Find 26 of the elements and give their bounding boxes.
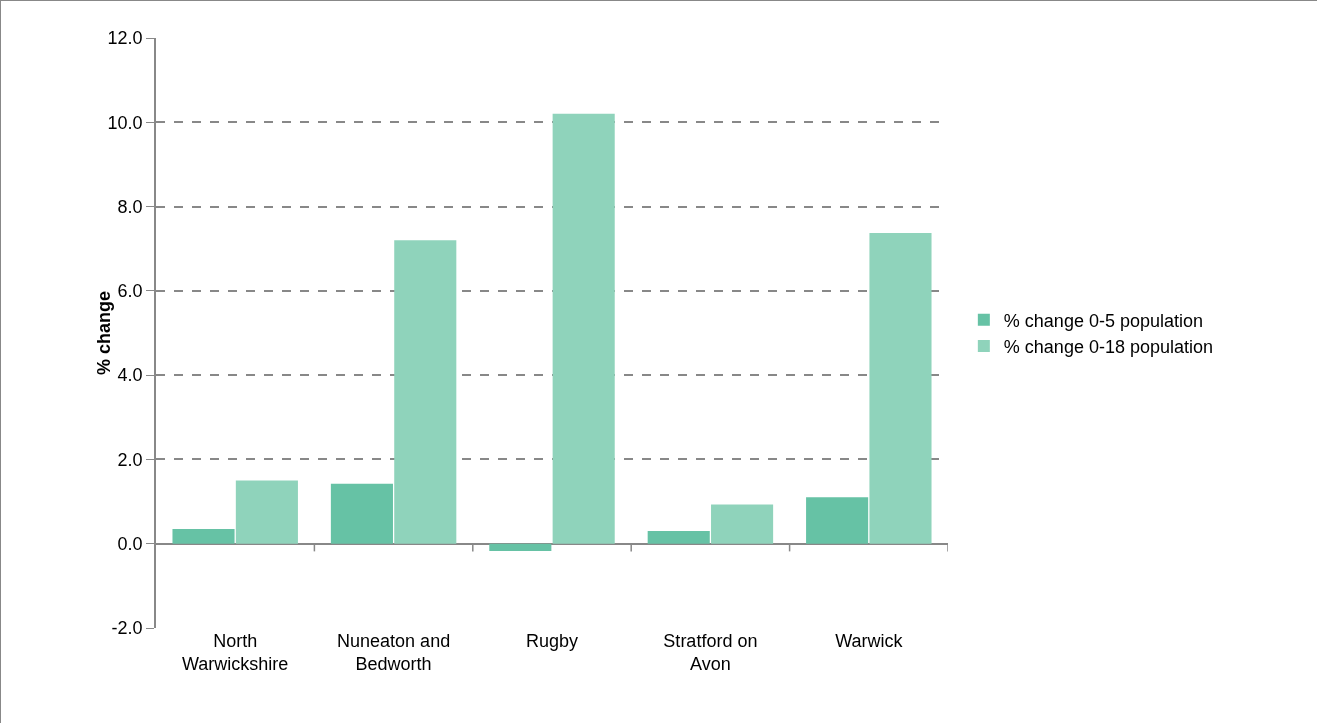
bar bbox=[869, 233, 932, 544]
bar bbox=[806, 497, 869, 544]
x-tick-label: Rugby bbox=[525, 631, 579, 651]
legend-label: % change 0-18 population bbox=[1003, 337, 1214, 358]
x-tick-label: Warwick bbox=[835, 631, 904, 651]
bar bbox=[235, 480, 298, 544]
y-tick-label: 10.0 bbox=[107, 112, 143, 133]
y-axis-title: % change bbox=[93, 290, 114, 376]
bar bbox=[711, 504, 774, 544]
bar bbox=[647, 531, 710, 544]
bar bbox=[394, 240, 457, 544]
legend-label: % change 0-5 population bbox=[1003, 310, 1203, 331]
x-tick-label: Stratford on Avon bbox=[663, 631, 758, 675]
y-tick-label: 4.0 bbox=[117, 365, 143, 386]
bar bbox=[489, 543, 552, 551]
y-tick-label: -2.0 bbox=[111, 618, 143, 639]
y-tick-label: 2.0 bbox=[117, 449, 143, 470]
bar bbox=[172, 528, 235, 544]
x-tick-label: Nuneaton and Bedworth bbox=[337, 631, 451, 675]
y-tick-label: 0.0 bbox=[117, 534, 143, 555]
bar bbox=[552, 113, 615, 544]
y-tick-label: 8.0 bbox=[117, 196, 143, 217]
y-tick-label: 6.0 bbox=[117, 281, 143, 302]
y-tick-label: 12.0 bbox=[107, 28, 143, 49]
bar bbox=[330, 483, 393, 544]
x-tick-label: North Warwickshire bbox=[182, 631, 289, 675]
